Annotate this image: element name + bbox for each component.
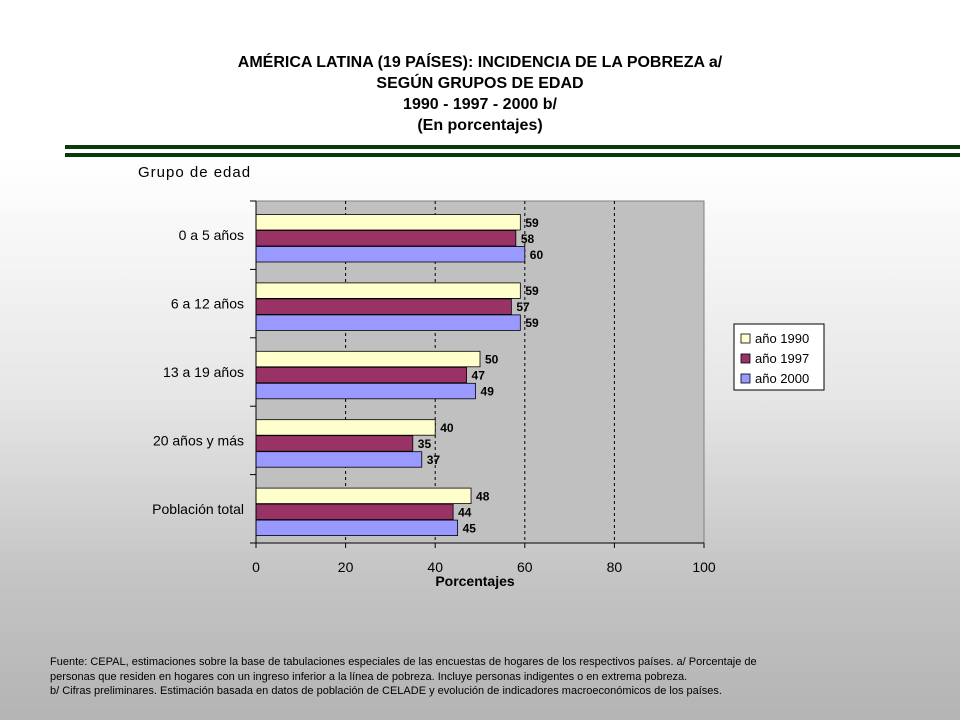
x-tick-label-0: 0 bbox=[252, 559, 260, 575]
x-axis-title: Porcentajes bbox=[435, 573, 515, 589]
footnote-line-2: personas que residen en hogares con un i… bbox=[50, 670, 688, 683]
data-label-2-series-1: 59 bbox=[525, 284, 539, 298]
bar-5-series-1 bbox=[255, 487, 472, 505]
legend-swatch-1 bbox=[740, 333, 751, 344]
category-label-5: Población total bbox=[152, 501, 244, 517]
data-label-3-series-1: 50 bbox=[485, 353, 499, 367]
footnote-line-3: b/ Cifras preliminares. Estimación basad… bbox=[50, 685, 722, 697]
data-label-3-series-2: 47 bbox=[472, 369, 486, 383]
legend-label-2: año 1997 bbox=[755, 351, 809, 366]
legend-label-3: año 2000 bbox=[755, 371, 809, 386]
bar-2-series-1 bbox=[255, 282, 521, 299]
data-label-2-series-3: 59 bbox=[525, 316, 539, 330]
x-tick-label-80: 80 bbox=[607, 559, 623, 575]
title-line-1: AMÉRICA LATINA (19 PAÍSES): INCIDENCIA D… bbox=[237, 54, 723, 71]
bar-3-series-3 bbox=[255, 382, 476, 400]
bar-1-series-3 bbox=[255, 246, 526, 263]
legend-label-1: año 1990 bbox=[755, 331, 809, 346]
x-tick-label-40: 40 bbox=[427, 559, 443, 575]
category-label-1: 0 a 5 años bbox=[179, 227, 244, 243]
bar-chart: 59 58 60 0 a 5 años 59 57 59 6 a 12 años 50 47 49 1… bbox=[138, 164, 825, 589]
bar-2-series-3 bbox=[255, 314, 521, 331]
bar-3-series-2 bbox=[255, 366, 467, 384]
category-label-4: 20 años y más bbox=[153, 432, 244, 448]
data-label-1-series-3: 60 bbox=[530, 248, 544, 262]
bar-4-series-2 bbox=[255, 435, 414, 452]
title-line-4: (En porcentajes) bbox=[417, 117, 543, 134]
category-label-2: 6 a 12 años bbox=[171, 296, 244, 312]
title-line-3: 1990 - 1997 - 2000 b/ bbox=[403, 96, 557, 113]
title-rule-bottom bbox=[65, 153, 960, 157]
bar-1-series-1 bbox=[255, 214, 521, 231]
title-line-2: SEGÚN GRUPOS DE EDAD bbox=[376, 75, 584, 92]
bar-3-series-1 bbox=[255, 350, 481, 368]
data-label-5-series-3: 45 bbox=[463, 521, 477, 535]
data-label-5-series-1: 48 bbox=[476, 489, 490, 503]
bar-5-series-3 bbox=[255, 519, 459, 536]
x-tick-label-60: 60 bbox=[517, 559, 533, 575]
data-label-4-series-3: 37 bbox=[427, 453, 441, 467]
title-rule-top bbox=[65, 145, 960, 149]
category-label-3: 13 a 19 años bbox=[163, 364, 244, 380]
data-label-2-series-2: 57 bbox=[516, 300, 530, 314]
data-label-1-series-1: 59 bbox=[525, 216, 539, 230]
bar-1-series-2 bbox=[255, 230, 517, 247]
data-label-4-series-2: 35 bbox=[418, 437, 432, 451]
bar-2-series-2 bbox=[255, 298, 512, 315]
data-label-1-series-2: 58 bbox=[521, 232, 535, 246]
legend-swatch-2 bbox=[740, 353, 751, 364]
footnote-line-1: Fuente: CEPAL, estimaciones sobre la bas… bbox=[50, 656, 757, 668]
footnote: Fuente: CEPAL, estimaciones sobre la bas… bbox=[50, 655, 930, 699]
data-label-5-series-2: 44 bbox=[458, 505, 472, 519]
x-tick-label-20: 20 bbox=[338, 559, 354, 575]
legend-swatch-3 bbox=[740, 373, 751, 384]
x-tick-label-100: 100 bbox=[692, 559, 716, 575]
bar-4-series-1 bbox=[255, 419, 436, 436]
data-label-3-series-3: 49 bbox=[481, 385, 495, 399]
bar-5-series-2 bbox=[255, 503, 454, 521]
data-label-4-series-1: 40 bbox=[440, 421, 454, 435]
chart-title: AMÉRICA LATINA (19 PAÍSES): INCIDENCIA D… bbox=[0, 52, 960, 136]
y-axis-title: Grupo de edad bbox=[138, 164, 251, 181]
bar-4-series-3 bbox=[255, 451, 423, 468]
